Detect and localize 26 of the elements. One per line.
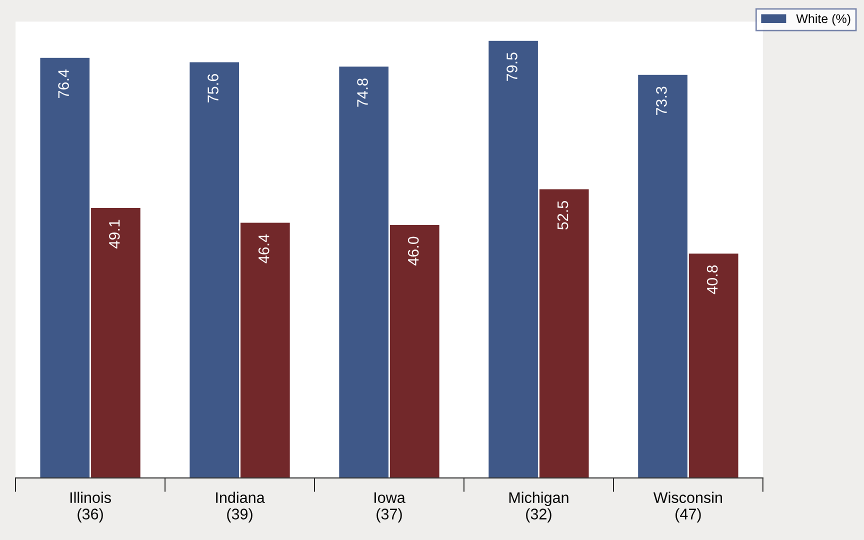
data-label: 75.6: [208, 74, 218, 102]
bar: [539, 189, 589, 478]
data-label: 46.0: [408, 236, 419, 266]
bar: [190, 62, 240, 478]
bar: [488, 40, 538, 478]
x-tick-label: Michigan (32): [509, 492, 568, 522]
bar: [40, 58, 90, 478]
data-label: 74.8: [357, 78, 368, 107]
legend-label: White (%): [796, 14, 850, 26]
data-label: 49.1: [108, 220, 120, 248]
bar: [339, 66, 388, 478]
data-label: 79.5: [506, 52, 518, 81]
x-tick-label: Iowa (37): [374, 492, 406, 522]
x-tick-label: Indiana (39): [216, 492, 265, 522]
data-label: 52.5: [557, 201, 568, 230]
bar: [240, 222, 290, 478]
bar: [91, 208, 140, 478]
bar: [638, 74, 688, 478]
bar: [390, 225, 440, 478]
x-tick-label: Illinois (36): [70, 492, 111, 522]
data-label: 73.3: [656, 86, 667, 115]
data-label: 40.8: [706, 265, 718, 294]
x-tick-label: Wisconsin (47): [653, 492, 722, 522]
data-label: 46.4: [258, 234, 270, 264]
data-label: 76.4: [58, 69, 69, 98]
bar: [688, 254, 738, 478]
